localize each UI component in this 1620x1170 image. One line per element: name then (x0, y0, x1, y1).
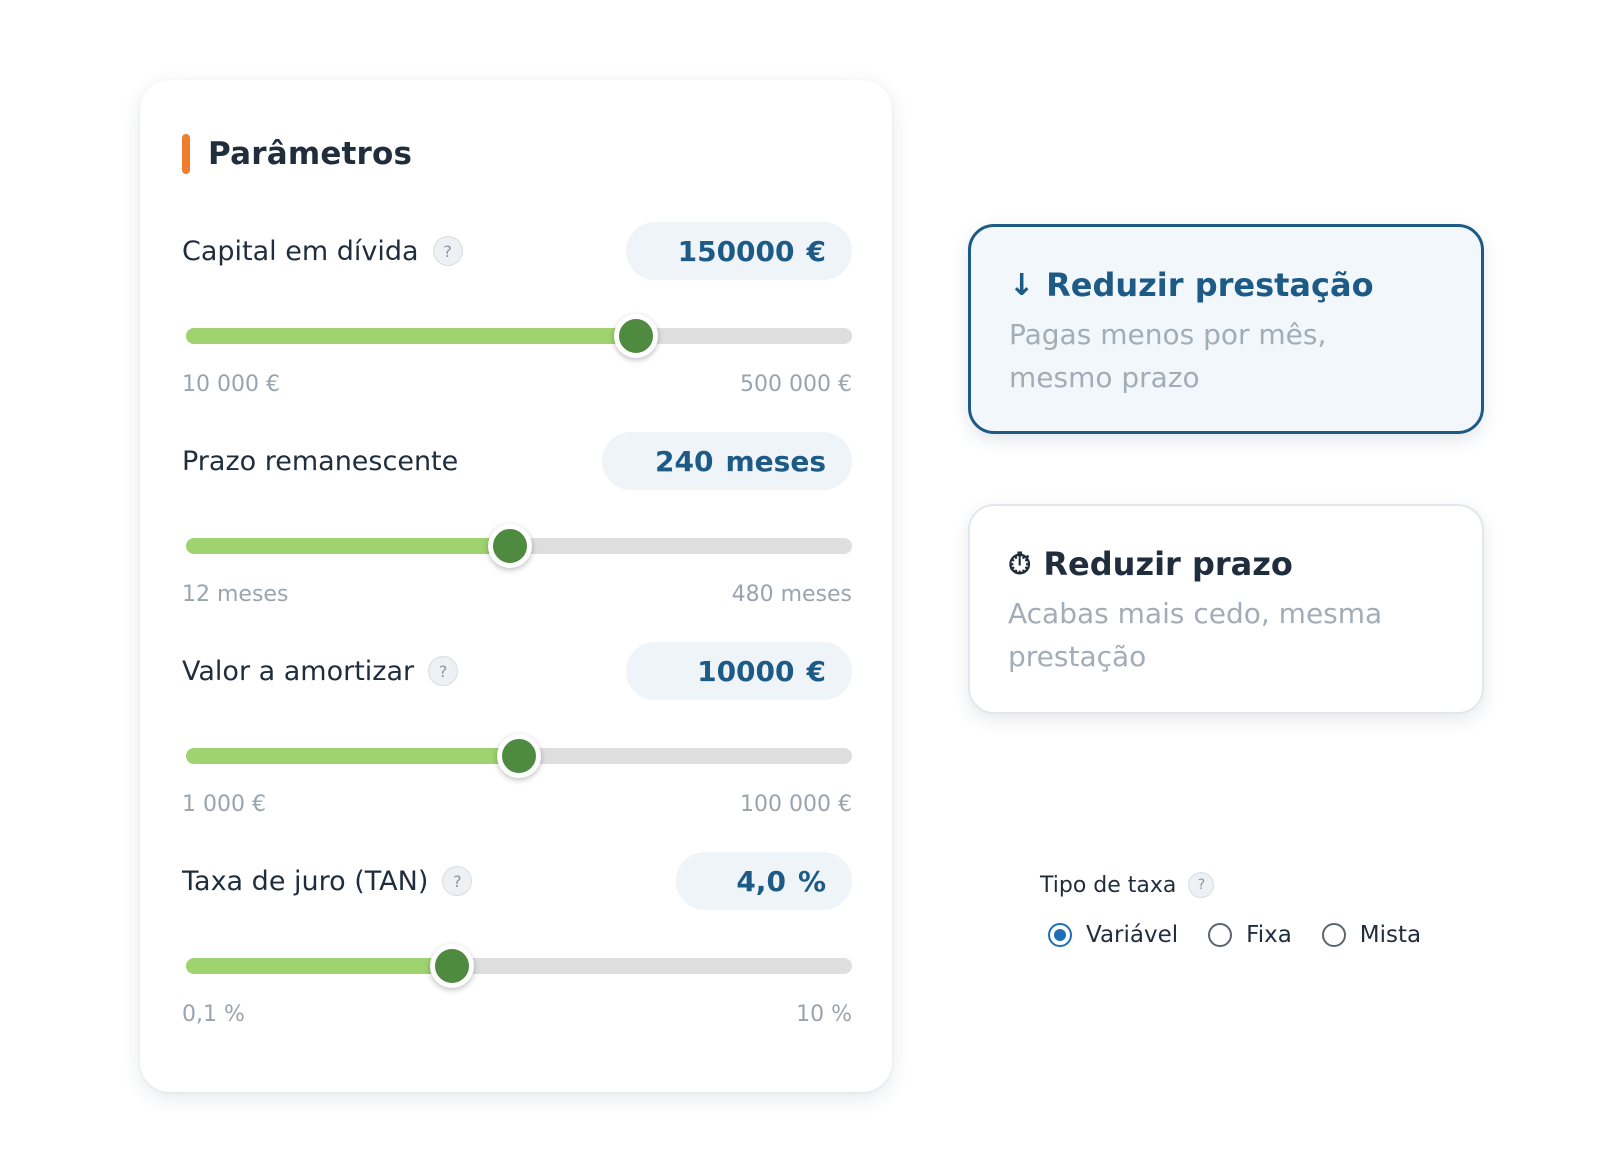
range-max-label: 100 000 € (740, 792, 852, 817)
slider-thumb[interactable] (430, 944, 475, 988)
param-slider[interactable] (186, 944, 852, 988)
param-slider[interactable] (186, 524, 852, 568)
param-unit: meses (725, 444, 827, 478)
slider-thumb[interactable] (613, 314, 658, 358)
param-value: 240 (655, 444, 714, 478)
param-taxa-juro: Taxa de juro (TAN) ? 4,0 % 0,1 % 10 % (182, 852, 852, 1052)
parameters-heading: Parâmetros (182, 132, 412, 176)
option-reduce-payment[interactable]: ↓ Reduzir prestação Pagas menos por mês,… (968, 224, 1484, 434)
slider-fill (186, 958, 453, 974)
radio-variavel[interactable]: Variável (1048, 918, 1178, 952)
param-value: 10000 (697, 654, 795, 688)
option-reduce-term[interactable]: ⏱ Reduzir prazo Acabas mais cedo, mesma … (968, 504, 1484, 714)
option-title: Reduzir prazo (1043, 545, 1293, 583)
param-label: Capital em dívida (182, 235, 419, 267)
option-description: Acabas mais cedo, mesma prestação (1008, 597, 1383, 673)
rate-type-group: Tipo de taxa ? Variável Fixa Mista (1040, 868, 1500, 978)
parameters-card: Parâmetros Capital em dívida ? 150000 € … (140, 80, 892, 1092)
option-title: Reduzir prestação (1046, 266, 1374, 304)
radio-label: Mista (1359, 922, 1422, 948)
radio-fixa[interactable]: Fixa (1208, 918, 1292, 952)
option-description: Pagas menos por mês, mesmo prazo (1009, 318, 1327, 394)
accent-bar (182, 134, 190, 174)
param-value-input[interactable]: 4,0 % (676, 852, 852, 910)
param-slider[interactable] (186, 314, 852, 358)
range-max-label: 480 meses (731, 582, 852, 607)
range-min-label: 12 meses (182, 582, 289, 607)
param-amortizar: Valor a amortizar ? 10000 € 1 000 € 100 … (182, 642, 852, 842)
range-labels: 0,1 % 10 % (182, 1002, 852, 1032)
radio-mista[interactable]: Mista (1321, 918, 1422, 952)
radio-label: Fixa (1246, 922, 1292, 948)
rate-type-heading: Tipo de taxa ? (1040, 868, 1215, 902)
help-icon[interactable]: ? (428, 656, 459, 686)
radio-button[interactable] (1321, 923, 1346, 947)
param-value-input[interactable]: 150000 € (626, 222, 852, 280)
arrow-down-icon: ↓ (1009, 267, 1035, 303)
range-labels: 1 000 € 100 000 € (182, 792, 852, 822)
slider-thumb[interactable] (497, 734, 541, 778)
slider-fill (186, 748, 519, 764)
rate-type-label: Tipo de taxa (1040, 872, 1177, 898)
range-min-label: 0,1 % (182, 1002, 245, 1027)
param-value-input[interactable]: 10000 € (626, 642, 852, 700)
param-prazo: Prazo remanescente 240 meses 12 meses 48… (182, 432, 852, 632)
param-capital: Capital em dívida ? 150000 € 10 000 € 50… (182, 222, 852, 422)
slider-fill (186, 538, 511, 554)
range-max-label: 500 000 € (740, 372, 852, 397)
param-label: Valor a amortizar (182, 655, 415, 687)
radio-button[interactable] (1208, 923, 1233, 947)
option-title-row: ⏱ Reduzir prazo (1008, 542, 1446, 586)
range-max-label: 10 % (796, 1002, 852, 1027)
range-min-label: 1 000 € (182, 792, 266, 817)
param-value: 4,0 (736, 864, 786, 898)
param-slider[interactable] (186, 734, 852, 778)
param-unit: € (806, 234, 826, 268)
param-unit: € (806, 654, 826, 688)
range-labels: 10 000 € 500 000 € (182, 372, 852, 402)
rate-type-radios: Variável Fixa Mista (1048, 918, 1451, 952)
param-label: Prazo remanescente (182, 445, 459, 477)
range-labels: 12 meses 480 meses (182, 582, 852, 612)
slider-fill (186, 328, 636, 344)
param-value: 150000 (677, 234, 795, 268)
param-unit: % (797, 864, 826, 898)
help-icon[interactable]: ? (442, 866, 473, 896)
radio-button[interactable] (1048, 923, 1072, 947)
stopwatch-icon: ⏱ (1008, 546, 1032, 582)
help-icon[interactable]: ? (432, 236, 463, 266)
param-value-input[interactable]: 240 meses (602, 432, 852, 490)
radio-label: Variável (1086, 922, 1179, 948)
slider-thumb[interactable] (488, 524, 533, 568)
range-min-label: 10 000 € (182, 372, 280, 397)
option-title-row: ↓ Reduzir prestação (1009, 263, 1445, 307)
parameters-title: Parâmetros (208, 136, 413, 172)
param-label: Taxa de juro (TAN) (182, 865, 429, 897)
help-icon[interactable]: ? (1188, 872, 1215, 898)
